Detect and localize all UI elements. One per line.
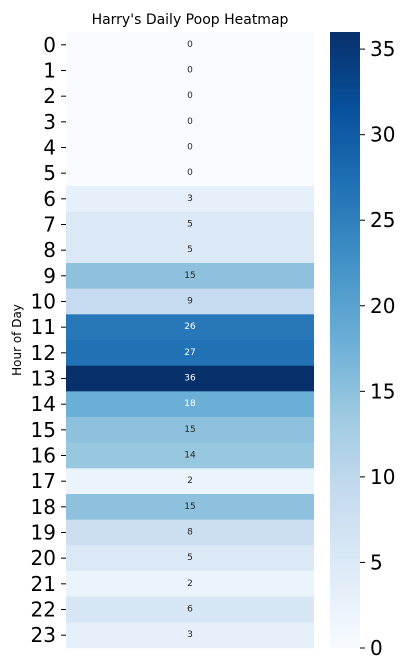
cell-value-label: 3: [187, 194, 193, 204]
cell-value-label: 6: [187, 605, 193, 615]
colorbar-tick-label: 5: [370, 550, 383, 574]
cell-value-label: 8: [187, 528, 193, 538]
cell-value-label: 15: [184, 502, 195, 512]
heatmap-cell-hour-5: [66, 160, 314, 187]
heatmap-cell-hour-0: [66, 32, 314, 58]
y-tick-label: 0: [43, 33, 56, 57]
cell-value-label: 9: [187, 297, 193, 307]
heatmap-cell-hour-23: [66, 622, 314, 649]
y-tick-label: 3: [43, 110, 56, 134]
colorbar: [330, 32, 360, 648]
y-tick-label: 15: [31, 418, 56, 442]
heatmap-cell-hour-20: [66, 545, 314, 572]
heatmap-cell-hour-21: [66, 571, 314, 597]
colorbar-tick-label: 25: [370, 208, 395, 232]
heatmap-cell-hour-4: [66, 134, 314, 161]
heatmap-cell-hour-16: [66, 442, 314, 469]
heatmap-cell-hour-3: [66, 109, 314, 135]
cell-value-label: 5: [187, 245, 193, 255]
heatmap-cell-hour-22: [66, 596, 314, 623]
y-tick-label: 7: [43, 213, 56, 237]
y-tick-label: 18: [31, 495, 56, 519]
cell-value-label: 2: [187, 476, 193, 486]
heatmap-cell-hour-15: [66, 417, 314, 443]
heatmap-cell-hour-9: [66, 263, 314, 289]
y-axis-label: Hour of Day: [10, 304, 24, 376]
heatmap-cell-hour-13: [66, 365, 314, 392]
heatmap-cell-hour-18: [66, 494, 314, 520]
y-tick-label: 20: [31, 546, 56, 570]
y-tick-label: 19: [31, 521, 56, 545]
colorbar-tick-label: 0: [370, 636, 383, 660]
cell-value-label: 14: [184, 451, 196, 461]
cell-value-label: 2: [187, 579, 193, 589]
heatmap-cell-hour-14: [66, 391, 314, 418]
heatmap-cell-hour-6: [66, 186, 314, 212]
heatmap-cell-hour-2: [66, 83, 314, 110]
cell-value-label: 15: [184, 271, 195, 281]
y-tick-label: 17: [31, 469, 56, 493]
cell-value-label: 0: [187, 168, 193, 178]
y-tick-label: 4: [43, 136, 56, 160]
cell-value-label: 0: [187, 143, 193, 153]
colorbar-tick-label: 30: [370, 123, 395, 147]
cell-value-label: 3: [187, 630, 193, 640]
y-tick-label: 1: [43, 59, 56, 83]
heatmap-cell-hour-17: [66, 468, 314, 495]
y-tick-label: 16: [31, 444, 56, 468]
y-tick-label: 11: [31, 315, 56, 339]
cell-value-label: 5: [187, 220, 193, 230]
heatmap-cell-hour-11: [66, 314, 314, 341]
cell-value-label: 27: [184, 348, 195, 358]
heatmap-cell-hour-8: [66, 237, 314, 264]
y-tick-label: 10: [31, 290, 56, 314]
cell-value-label: 18: [184, 399, 196, 409]
colorbar-tick-label: 10: [370, 465, 395, 489]
y-tick-label: 14: [31, 392, 56, 416]
cell-value-label: 15: [184, 425, 195, 435]
y-tick-label: 12: [31, 341, 56, 365]
y-tick-label: 8: [43, 238, 56, 262]
y-tick-label: 9: [43, 264, 56, 288]
heatmap-cell-hour-12: [66, 340, 314, 366]
y-tick-label: 2: [43, 84, 56, 108]
cell-value-label: 36: [184, 374, 196, 384]
colorbar-tick-label: 35: [370, 37, 395, 61]
y-tick-label: 5: [43, 161, 56, 185]
heatmap-cell-hour-1: [66, 57, 314, 84]
y-tick-label: 23: [31, 623, 56, 647]
cell-value-label: 5: [187, 553, 193, 563]
chart-title: Harry's Daily Poop Heatmap: [92, 12, 289, 28]
cell-value-label: 0: [187, 66, 193, 76]
y-tick-label: 21: [31, 572, 56, 596]
heatmap-cell-hour-19: [66, 519, 314, 546]
y-tick-label: 13: [31, 367, 56, 391]
cell-value-label: 0: [187, 91, 193, 101]
y-tick-label: 6: [43, 187, 56, 211]
colorbar-tick-label: 20: [370, 294, 395, 318]
colorbar-ticks: 0 5 10 15 20 25 30 35: [360, 37, 395, 660]
cell-value-label: 0: [187, 117, 193, 127]
colorbar-tick-label: 15: [370, 379, 395, 403]
y-tick-label: 22: [31, 598, 56, 622]
cell-value-label: 26: [184, 322, 196, 332]
cell-value-label: 0: [187, 40, 193, 50]
heatmap-cell-hour-7: [66, 211, 314, 238]
heatmap-cell-hour-10: [66, 288, 314, 315]
